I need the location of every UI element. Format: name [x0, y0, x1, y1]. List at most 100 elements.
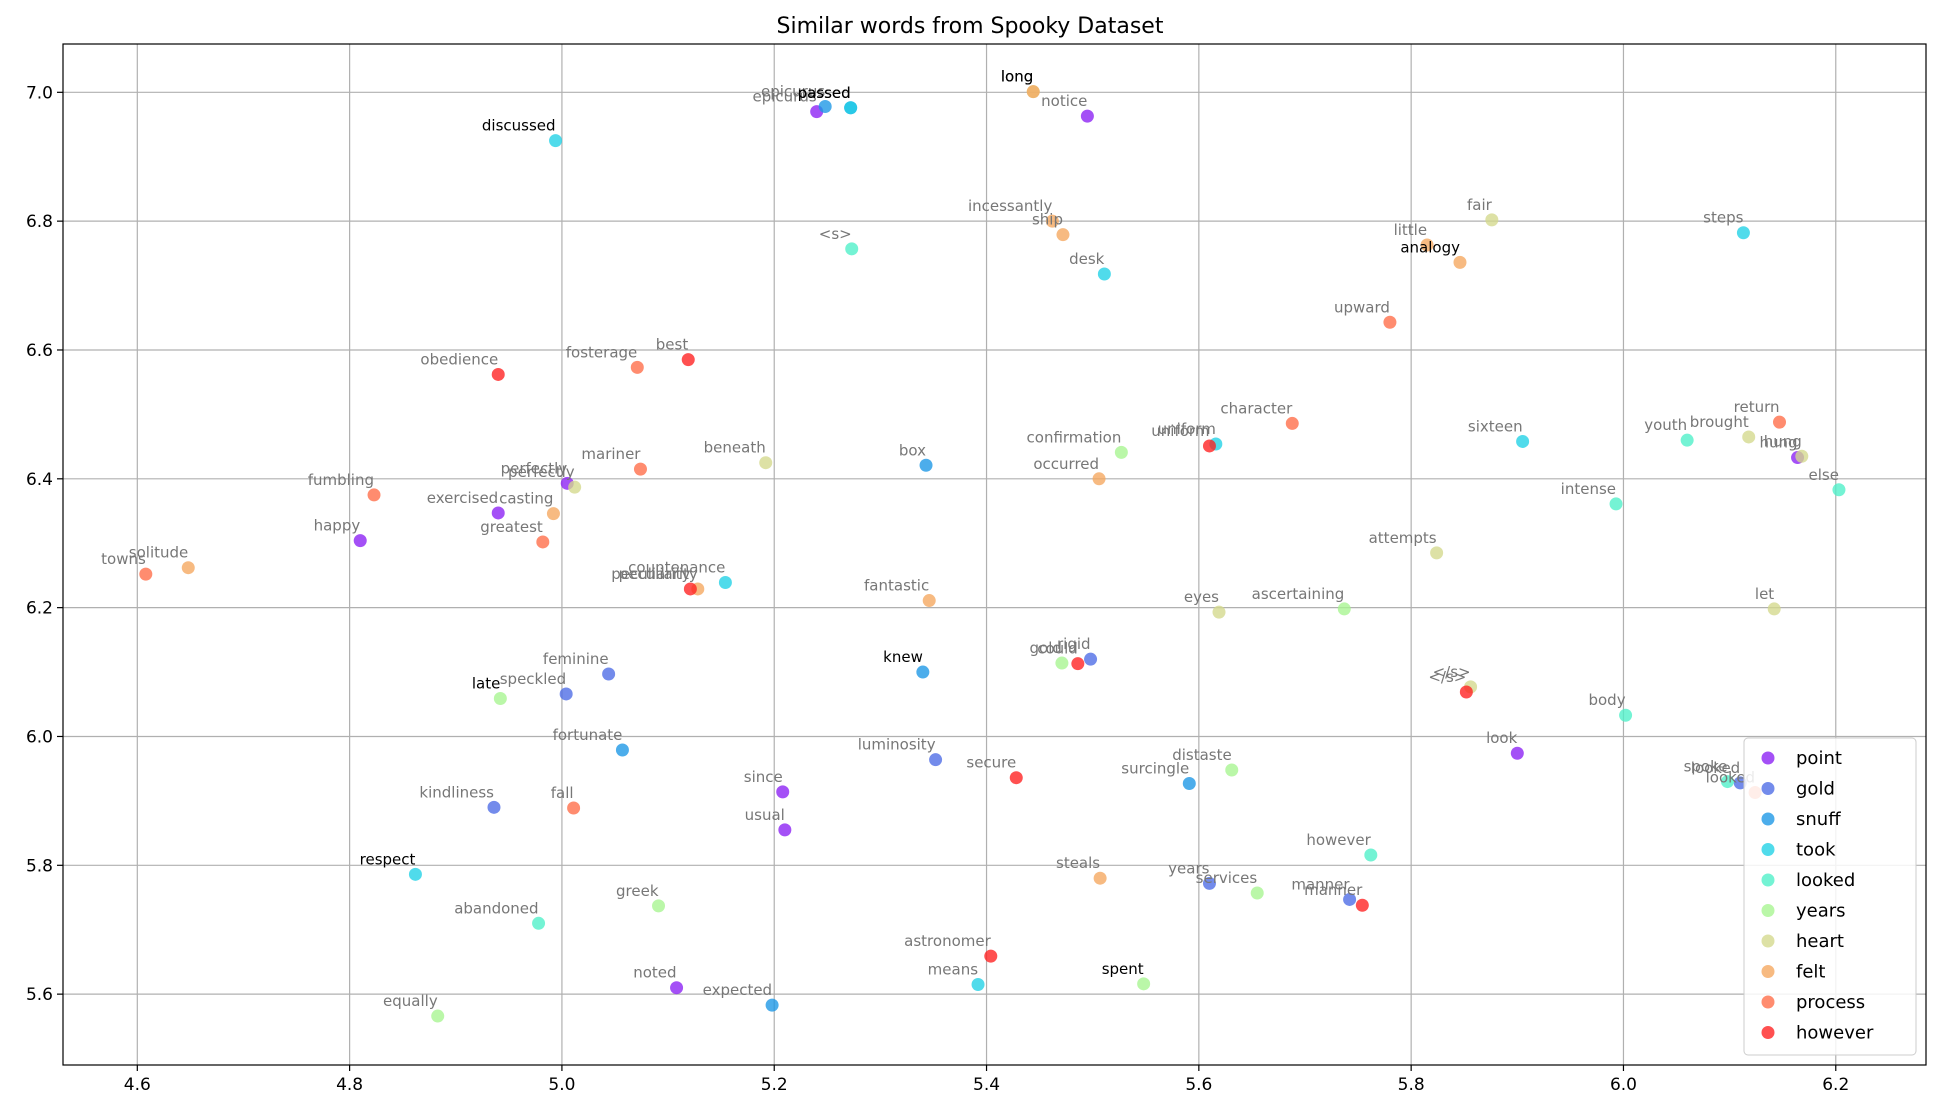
y-tick-label: 6.8 [26, 212, 53, 232]
data-point [1080, 109, 1094, 123]
data-point [1097, 267, 1111, 281]
point-label: body [1588, 691, 1625, 709]
legend-marker [1761, 1026, 1775, 1039]
point-label: obedience [420, 350, 498, 368]
legend-entry: felt [1796, 962, 1825, 983]
data-point [532, 916, 546, 930]
legend-entry: however [1796, 1023, 1874, 1044]
legend-entry: took [1796, 840, 1836, 861]
point-label: luminosity [858, 736, 936, 754]
legend-entry: looked [1796, 870, 1855, 891]
point-label: beneath [704, 439, 766, 457]
point-label: manner [1304, 881, 1363, 899]
point-label: means [928, 960, 979, 978]
data-point [1609, 497, 1623, 511]
legend-marker [1761, 934, 1775, 948]
data-point [1343, 892, 1357, 906]
point-label: passed [798, 84, 851, 102]
data-point [567, 801, 581, 815]
data-point [1045, 214, 1059, 228]
data-point [1742, 430, 1756, 444]
data-point [491, 506, 505, 520]
point-label: peculiarity [611, 565, 690, 583]
point-label: solitude [129, 544, 188, 562]
point-label: happy [314, 517, 361, 535]
point-label: feminine [543, 650, 609, 668]
point-label: kindliness [419, 783, 494, 801]
data-point [615, 743, 629, 757]
point-label: could [1037, 640, 1078, 658]
point-label: surcingle [1121, 760, 1189, 778]
point-label: noted [633, 964, 676, 982]
point-label: occurred [1033, 455, 1099, 473]
data-point [1071, 657, 1085, 671]
data-point [759, 456, 773, 470]
legend: point gold snuff took looked years heart felt pr… [1743, 737, 1917, 1056]
point-label: ascertaining [1252, 585, 1345, 603]
point-label: long [1001, 68, 1033, 86]
x-tick-label: 5.8 [1398, 1075, 1425, 1095]
x-tick-label: 5.2 [761, 1075, 788, 1095]
data-point [1009, 771, 1023, 785]
legend-marker [1761, 843, 1775, 856]
data-point [1736, 226, 1750, 240]
point-label: greatest [480, 518, 543, 536]
legend-box [1743, 737, 1917, 1056]
point-label: best [656, 336, 689, 354]
point-label: secure [966, 754, 1016, 772]
point-label: epicurus [753, 88, 817, 106]
data-point [1337, 602, 1351, 616]
data-point [778, 823, 792, 837]
point-label: spoke [1684, 758, 1728, 776]
y-tick-label: 6.4 [26, 470, 53, 490]
data-point [1202, 439, 1216, 453]
data-point [1114, 445, 1128, 459]
data-point [536, 535, 550, 549]
point-label: attempts [1369, 529, 1437, 547]
data-point [1202, 876, 1216, 890]
point-label: passed [798, 84, 851, 102]
data-point [765, 998, 779, 1012]
point-label: upward [1334, 298, 1390, 316]
legend-marker [1761, 995, 1775, 1009]
point-labels: epicurus noticeperfectlyexercisedhappysin… [101, 68, 1839, 1010]
data-point [1137, 977, 1151, 991]
data-point [1026, 85, 1040, 99]
point-label: gold [1030, 639, 1062, 657]
point-label: countenance [628, 559, 725, 577]
data-point [1355, 898, 1369, 912]
point-label: abandoned [454, 899, 538, 917]
point-label: intense [1561, 480, 1616, 498]
data-point [971, 977, 985, 991]
point-label: exercised [427, 489, 498, 507]
point-label: greek [616, 882, 659, 900]
point-label: hung [1760, 434, 1798, 452]
data-point [487, 800, 501, 814]
point-label: knew [883, 648, 923, 666]
point-label: long [1001, 68, 1033, 86]
point-label: usual [745, 806, 785, 824]
point-label: character [1220, 399, 1293, 417]
data-point [367, 488, 381, 502]
point-label: sixteen [1468, 417, 1523, 435]
data-point [652, 899, 666, 913]
data-point [818, 99, 832, 113]
y-tick-label: 6.0 [26, 727, 53, 747]
legend-marker [1761, 782, 1775, 795]
data-point [1720, 775, 1734, 789]
point-label: youth [1644, 416, 1687, 434]
point-label: perfectly [501, 459, 568, 477]
data-point [546, 507, 560, 521]
data-point [845, 242, 859, 256]
point-label: peculiarity [619, 565, 698, 583]
point-label: astronomer [904, 932, 991, 950]
legend-entry: years [1796, 901, 1846, 922]
point-label: notice [1041, 92, 1087, 110]
data-point [602, 667, 616, 681]
legend-marker [1761, 904, 1775, 917]
point-label: brought [1690, 413, 1749, 431]
point-label: return [1734, 398, 1780, 416]
point-label: looked [1691, 759, 1740, 777]
data-point [984, 949, 998, 963]
